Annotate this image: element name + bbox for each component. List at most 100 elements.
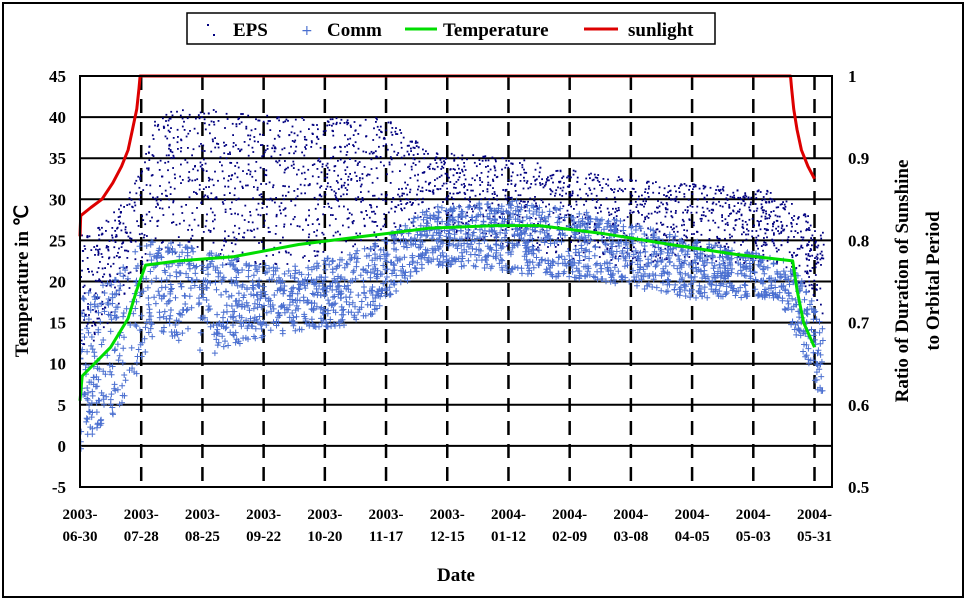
comm-point: [569, 268, 576, 275]
eps-point: [180, 205, 183, 208]
eps-point: [501, 242, 504, 245]
comm-point: [737, 267, 744, 274]
eps-point: [269, 197, 272, 200]
comm-point: [222, 338, 228, 345]
comm-point: [147, 325, 154, 332]
eps-point: [801, 246, 804, 249]
eps-point: [154, 237, 157, 240]
comm-point: [107, 328, 114, 335]
eps-point: [776, 215, 779, 218]
comm-point: [654, 258, 661, 265]
eps-point: [209, 230, 212, 232]
eps-point: [310, 146, 313, 148]
eps-point: [127, 272, 130, 275]
comm-point: [343, 298, 350, 305]
eps-point: [130, 199, 133, 201]
eps-point: [557, 237, 559, 239]
eps-point: [376, 225, 379, 227]
eps-point: [432, 192, 435, 195]
eps-point: [388, 161, 391, 164]
comm-point: [310, 306, 317, 313]
comm-point: [228, 276, 235, 283]
comm-point: [598, 216, 605, 223]
eps-point: [507, 183, 509, 186]
eps-point: [761, 199, 764, 202]
comm-point: [458, 208, 465, 215]
eps-point: [370, 204, 372, 207]
eps-point: [356, 164, 359, 166]
eps-point: [673, 185, 676, 188]
eps-point: [238, 123, 241, 125]
eps-point: [223, 194, 226, 196]
eps-point: [440, 161, 443, 164]
eps-point: [470, 184, 473, 186]
comm-point: [631, 274, 637, 280]
comm-point: [699, 293, 705, 300]
eps-point: [322, 251, 325, 253]
eps-point: [284, 160, 286, 162]
comm-point: [101, 308, 108, 315]
comm-point: [177, 280, 184, 287]
eps-point: [290, 131, 293, 134]
eps-point: [264, 173, 266, 176]
eps-point: [345, 121, 348, 124]
comm-point: [789, 295, 796, 302]
comm-point: [300, 278, 307, 285]
comm-point: [759, 266, 766, 273]
eps-point: [81, 260, 84, 262]
eps-point: [453, 183, 456, 185]
comm-point: [357, 272, 364, 279]
eps-point: [89, 288, 92, 291]
comm-point: [803, 352, 810, 359]
eps-point: [704, 185, 707, 188]
eps-point: [97, 249, 99, 251]
eps-point: [202, 188, 205, 190]
eps-point: [422, 148, 424, 151]
eps-point: [121, 242, 123, 245]
comm-point: [347, 278, 354, 285]
eps-point: [773, 233, 775, 236]
eps-point: [561, 177, 563, 179]
eps-point: [790, 230, 793, 233]
eps-point: [172, 221, 175, 223]
eps-point: [456, 172, 459, 174]
eps-point: [620, 189, 623, 191]
eps-point: [757, 247, 759, 250]
eps-point: [710, 257, 713, 260]
comm-point: [179, 249, 186, 256]
eps-point: [299, 130, 302, 133]
eps-point: [812, 294, 815, 296]
eps-point: [702, 214, 705, 217]
comm-point: [112, 277, 119, 283]
eps-point: [683, 183, 686, 185]
eps-point: [251, 146, 254, 149]
eps-point: [756, 220, 759, 222]
eps-point: [550, 189, 552, 192]
eps-point: [223, 177, 225, 180]
eps-point: [400, 156, 403, 159]
eps-point: [755, 244, 758, 247]
comm-point: [517, 206, 524, 213]
eps-point: [95, 248, 97, 251]
eps-point: [511, 171, 514, 174]
eps-point: [663, 234, 665, 236]
eps-point: [287, 166, 289, 169]
eps-point: [600, 204, 602, 206]
eps-point: [768, 213, 771, 216]
eps-point: [738, 210, 741, 213]
eps-point: [667, 191, 669, 194]
eps-point: [760, 207, 763, 210]
eps-point: [269, 231, 271, 233]
eps-point: [606, 207, 609, 210]
comm-point: [805, 345, 812, 352]
eps-point: [263, 219, 266, 222]
eps-point: [702, 187, 705, 190]
eps-point: [122, 284, 125, 286]
eps-point: [523, 159, 526, 162]
eps-point: [241, 214, 244, 217]
comm-point: [223, 288, 230, 295]
eps-point: [524, 206, 527, 208]
temperature-line: [78, 224, 816, 401]
eps-point: [683, 193, 686, 195]
comm-point: [130, 310, 137, 317]
